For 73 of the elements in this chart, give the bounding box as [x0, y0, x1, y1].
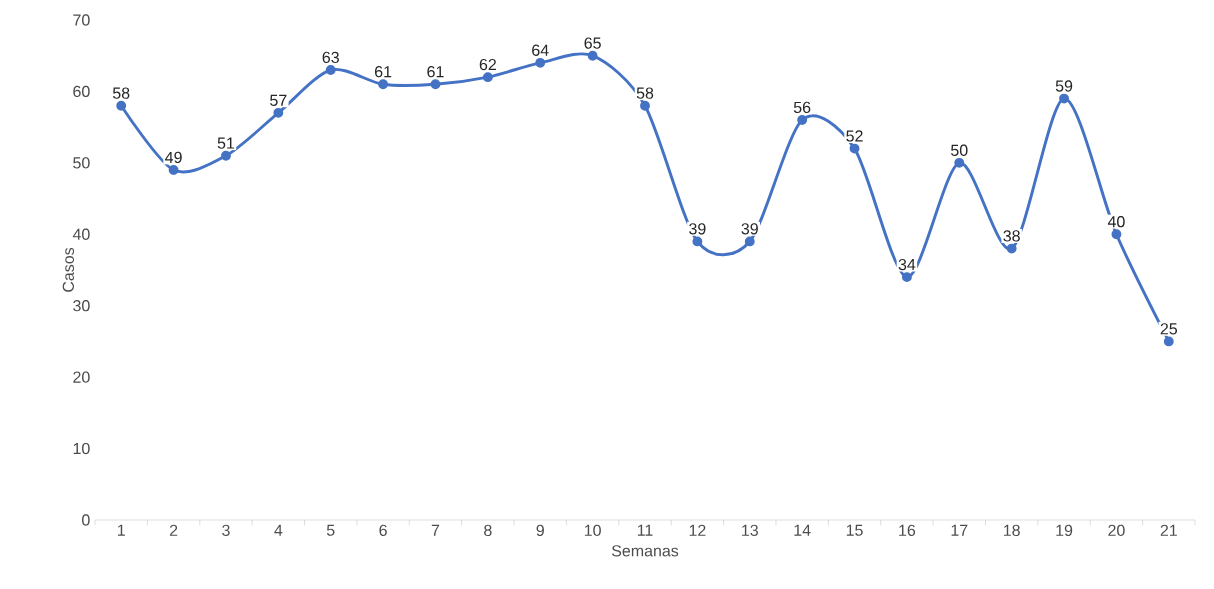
data-label: 57 [270, 94, 287, 106]
data-label: 58 [112, 87, 130, 99]
point [1111, 229, 1122, 240]
y-tick-label: 20 [73, 371, 90, 383]
y-tick-label: 70 [73, 14, 90, 26]
point [901, 272, 912, 283]
data-label: 40 [1107, 216, 1125, 228]
data-label: 59 [1055, 80, 1073, 92]
data-label: 49 [165, 151, 182, 164]
point [116, 100, 127, 111]
data-label: 52 [846, 130, 863, 142]
x-tick-label: 9 [536, 524, 544, 537]
x-tick-label: 18 [1003, 524, 1020, 537]
y-tick-label: 40 [72, 228, 90, 240]
y-tick-label: 10 [73, 442, 90, 455]
data-label: 61 [427, 66, 444, 78]
x-tick-label: 3 [222, 524, 230, 537]
x-tick-label: 13 [742, 524, 758, 537]
point [640, 100, 650, 111]
data-label: 64 [532, 44, 549, 56]
data-label: 50 [951, 144, 968, 156]
point [954, 157, 965, 168]
x-tick-label: 12 [689, 524, 706, 536]
x-tick-label: 4 [274, 524, 283, 536]
point [430, 79, 441, 90]
x-tick-label: 21 [1160, 524, 1177, 536]
x-tick-label: 7 [431, 524, 440, 536]
data-label: 62 [479, 58, 496, 71]
data-label: 58 [636, 87, 654, 99]
point [1059, 93, 1069, 104]
y-tick-label: 30 [73, 300, 90, 312]
point [535, 57, 546, 68]
x-tick-label: 14 [794, 524, 811, 536]
x-tick-label: 16 [899, 524, 916, 537]
point [587, 50, 598, 61]
y-tick-label: 50 [73, 157, 90, 169]
data-label: 34 [898, 258, 916, 271]
point [692, 236, 703, 247]
point [1006, 243, 1017, 254]
data-label: 51 [217, 137, 235, 149]
y-tick-label: 0 [82, 514, 90, 526]
point [744, 236, 755, 247]
data-label: 39 [689, 223, 706, 235]
data-label: 63 [322, 51, 339, 64]
point [221, 150, 231, 161]
point [849, 143, 860, 154]
data-label: 65 [584, 37, 601, 49]
x-tick-label: 2 [169, 524, 178, 536]
data-label: 39 [741, 223, 758, 235]
x-tick-label: 15 [846, 524, 863, 536]
point [378, 79, 389, 90]
data-label: 38 [1003, 230, 1020, 242]
x-tick-label: 1 [117, 524, 125, 536]
data-label: 56 [793, 101, 811, 114]
x-tick-label: 6 [379, 524, 387, 537]
y-tick-label: 60 [73, 85, 90, 98]
point [168, 165, 179, 175]
data-label: 61 [375, 66, 392, 78]
point [482, 72, 493, 83]
point [273, 107, 284, 118]
x-tick-label: 17 [951, 524, 968, 536]
x-tick-label: 20 [1108, 524, 1125, 537]
x-tick-label: 11 [637, 524, 653, 536]
x-tick-label: 8 [484, 524, 492, 537]
point [1163, 336, 1174, 347]
point [325, 65, 336, 75]
x-tick-label: 19 [1056, 524, 1073, 537]
y-axis-title: Casos [62, 247, 75, 292]
data-label: 25 [1160, 323, 1178, 335]
x-tick-label: 10 [584, 524, 601, 537]
point [797, 115, 808, 125]
x-tick-label: 5 [326, 524, 335, 536]
x-axis-title: Semanas [611, 545, 679, 557]
